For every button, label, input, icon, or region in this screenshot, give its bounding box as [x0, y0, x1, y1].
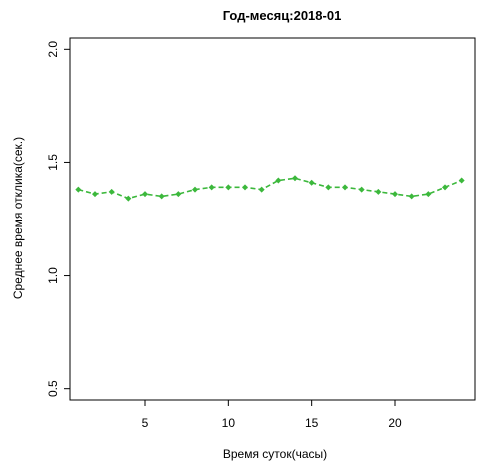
x-tick-label: 15 — [305, 416, 319, 430]
chart-title: Год-месяц:2018-01 — [223, 8, 342, 23]
data-point — [375, 188, 382, 195]
plot-frame — [69, 37, 476, 401]
data-point — [392, 191, 398, 198]
y-tick-label: 1.0 — [46, 267, 60, 284]
data-point — [458, 177, 465, 184]
data-point — [292, 175, 298, 182]
series-layer — [75, 175, 465, 202]
data-point — [225, 184, 232, 191]
data-point — [208, 184, 215, 191]
y-axis-label: Среднее время отклика(сек.) — [11, 137, 25, 299]
data-point — [342, 184, 348, 191]
data-point — [242, 184, 248, 191]
y-tick-label: 0.5 — [46, 380, 60, 397]
y-tick-label: 2.0 — [46, 41, 60, 58]
y-tick-label: 1.5 — [46, 154, 60, 171]
data-point — [192, 186, 198, 193]
data-point — [325, 184, 332, 191]
data-point — [92, 191, 98, 198]
x-tick-label: 20 — [388, 416, 402, 430]
x-axis-label: Время суток(часы) — [223, 447, 327, 461]
data-point — [442, 184, 448, 191]
y-axis: 0.5 1.0 1.5 2.0 — [46, 41, 70, 397]
data-point — [425, 191, 432, 198]
data-point — [108, 188, 115, 195]
x-axis: 5 10 15 20 — [142, 400, 402, 430]
x-tick-label: 5 — [142, 416, 149, 430]
data-point — [175, 191, 182, 198]
data-point — [158, 193, 165, 200]
x-tick-label: 10 — [222, 416, 236, 430]
data-point — [125, 195, 132, 202]
data-point — [258, 186, 265, 193]
data-point — [408, 193, 415, 200]
data-point — [308, 179, 315, 186]
data-point — [75, 186, 82, 193]
data-point — [358, 186, 365, 193]
data-point — [275, 177, 282, 184]
series-line — [78, 177, 463, 200]
data-point — [142, 191, 148, 198]
plot-area — [69, 37, 476, 401]
